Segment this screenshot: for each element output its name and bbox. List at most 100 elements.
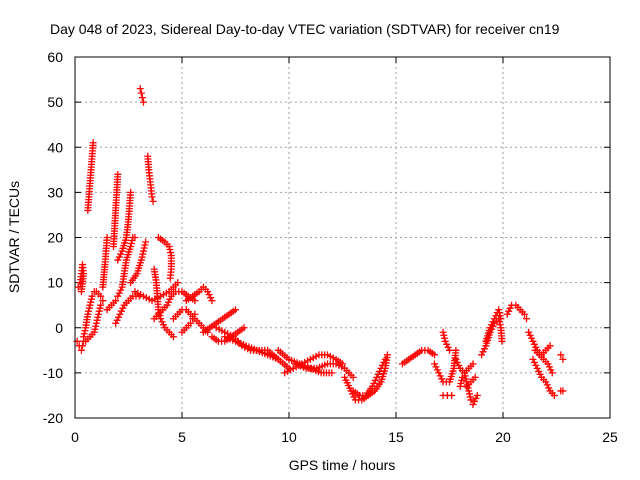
series-arc-11 [127, 238, 150, 287]
plus-marker [164, 298, 172, 306]
series-arc-44 [557, 387, 567, 395]
plus-marker [480, 345, 488, 353]
plus-marker [139, 98, 147, 106]
plus-marker [205, 291, 213, 299]
plus-marker [174, 279, 182, 287]
plus-marker [435, 369, 443, 377]
series-arc-26 [281, 351, 346, 377]
plus-marker [469, 400, 477, 408]
plus-marker [89, 139, 97, 147]
plus-marker [155, 309, 163, 317]
plus-marker [469, 360, 477, 368]
y-tick-label: -10 [43, 365, 63, 381]
plus-marker [530, 358, 538, 366]
plus-marker [457, 379, 465, 387]
plus-marker [114, 256, 122, 264]
x-tick-labels: 0 5 10 15 20 25 [71, 429, 618, 445]
plus-marker [547, 366, 555, 374]
plus-marker [95, 310, 103, 318]
series-arc-03 [80, 288, 107, 341]
plus-marker [112, 297, 120, 305]
plus-marker [139, 247, 147, 255]
x-tick-label: 20 [495, 429, 511, 445]
plus-marker [77, 288, 85, 296]
plus-marker [141, 241, 149, 249]
plus-marker [156, 312, 164, 320]
plus-marker [380, 358, 388, 366]
plus-marker [436, 372, 444, 380]
plus-marker [463, 381, 471, 389]
plus-marker [191, 297, 199, 305]
plus-marker [149, 197, 157, 205]
plus-marker [505, 307, 513, 315]
series-arc-01 [73, 337, 88, 354]
plus-marker [93, 316, 101, 324]
plot-frame [74, 56, 611, 419]
plus-marker [378, 361, 386, 369]
plus-marker [486, 324, 494, 332]
plus-marker [85, 307, 93, 315]
plus-marker [441, 337, 449, 345]
plus-marker [139, 250, 147, 258]
plus-marker [523, 315, 531, 323]
plus-marker [204, 288, 212, 296]
series-arc-12 [136, 85, 147, 106]
plus-marker [446, 346, 453, 354]
plus-marker [95, 307, 103, 315]
plus-marker [448, 391, 456, 399]
plus-marker [87, 298, 95, 306]
plus-marker [532, 361, 540, 369]
plus-marker [81, 327, 89, 335]
plus-marker [113, 316, 121, 324]
series-arc-15 [154, 234, 175, 282]
plus-marker [444, 343, 452, 351]
plus-marker [453, 358, 461, 366]
plus-marker [443, 340, 451, 348]
plus-marker [548, 369, 556, 377]
plus-marker [131, 234, 139, 241]
plus-marker [532, 343, 540, 351]
plus-marker [458, 376, 466, 384]
plus-marker [544, 360, 552, 368]
plus-marker [115, 253, 123, 261]
series-arc-30 [398, 346, 439, 368]
x-tick-label: 25 [602, 429, 618, 445]
plus-marker [470, 397, 478, 405]
plus-marker [376, 367, 384, 375]
plus-marker [465, 387, 473, 395]
plus-marker [490, 315, 498, 323]
plus-marker [232, 306, 239, 314]
y-tick-label: 50 [47, 94, 63, 110]
plus-marker [112, 319, 120, 327]
plus-marker [438, 375, 446, 383]
series-arc-17 [150, 288, 199, 323]
plus-marker [559, 387, 567, 395]
plus-marker [85, 304, 93, 312]
plus-marker [368, 382, 376, 390]
plus-marker [349, 373, 357, 381]
plus-marker [207, 294, 215, 302]
plus-marker [169, 333, 177, 341]
plus-marker [103, 234, 111, 241]
plus-marker [466, 393, 474, 401]
plus-marker [478, 351, 486, 359]
plus-marker [339, 360, 346, 368]
series-arc-04 [82, 301, 105, 345]
plus-marker [90, 328, 98, 336]
plus-marker [495, 309, 503, 317]
plus-marker [208, 297, 216, 305]
series-arc-16 [150, 265, 177, 341]
plus-marker [542, 378, 550, 386]
plus-marker [473, 391, 481, 399]
plus-marker [452, 346, 460, 354]
plus-marker [166, 246, 174, 254]
plus-marker [479, 348, 487, 356]
y-tick-label: 60 [47, 49, 63, 65]
plus-marker [159, 321, 167, 329]
plus-marker [495, 306, 503, 314]
plus-marker [545, 363, 553, 371]
series-arc-38 [482, 306, 505, 345]
series-arc-21 [199, 306, 239, 336]
series-arc-07 [103, 234, 139, 314]
plus-marker [441, 334, 449, 342]
